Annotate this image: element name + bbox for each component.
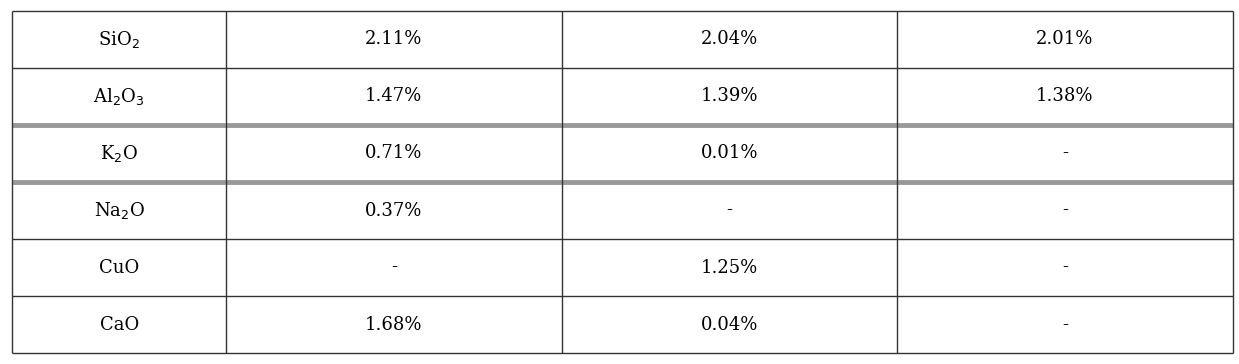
Text: -: - bbox=[1062, 258, 1068, 277]
Text: 1.38%: 1.38% bbox=[1036, 87, 1094, 106]
Text: -: - bbox=[1062, 145, 1068, 162]
Text: 2.01%: 2.01% bbox=[1036, 31, 1094, 48]
Text: 1.39%: 1.39% bbox=[700, 87, 758, 106]
Text: Al$_2$O$_3$: Al$_2$O$_3$ bbox=[93, 86, 145, 107]
Text: 1.47%: 1.47% bbox=[366, 87, 422, 106]
Text: K$_2$O: K$_2$O bbox=[100, 143, 138, 164]
Text: 0.01%: 0.01% bbox=[700, 145, 758, 162]
Text: SiO$_2$: SiO$_2$ bbox=[98, 29, 140, 50]
Text: 0.04%: 0.04% bbox=[701, 316, 758, 333]
Text: CuO: CuO bbox=[99, 258, 139, 277]
Text: -: - bbox=[726, 202, 732, 219]
Text: -: - bbox=[390, 258, 396, 277]
Text: 2.04%: 2.04% bbox=[701, 31, 758, 48]
Text: 0.37%: 0.37% bbox=[366, 202, 422, 219]
Text: CaO: CaO bbox=[99, 316, 139, 333]
Text: 1.25%: 1.25% bbox=[701, 258, 758, 277]
Text: -: - bbox=[1062, 316, 1068, 333]
Text: 0.71%: 0.71% bbox=[366, 145, 422, 162]
Text: 2.11%: 2.11% bbox=[366, 31, 422, 48]
Text: 1.68%: 1.68% bbox=[366, 316, 422, 333]
Text: Na$_2$O: Na$_2$O bbox=[94, 200, 145, 221]
Text: -: - bbox=[1062, 202, 1068, 219]
